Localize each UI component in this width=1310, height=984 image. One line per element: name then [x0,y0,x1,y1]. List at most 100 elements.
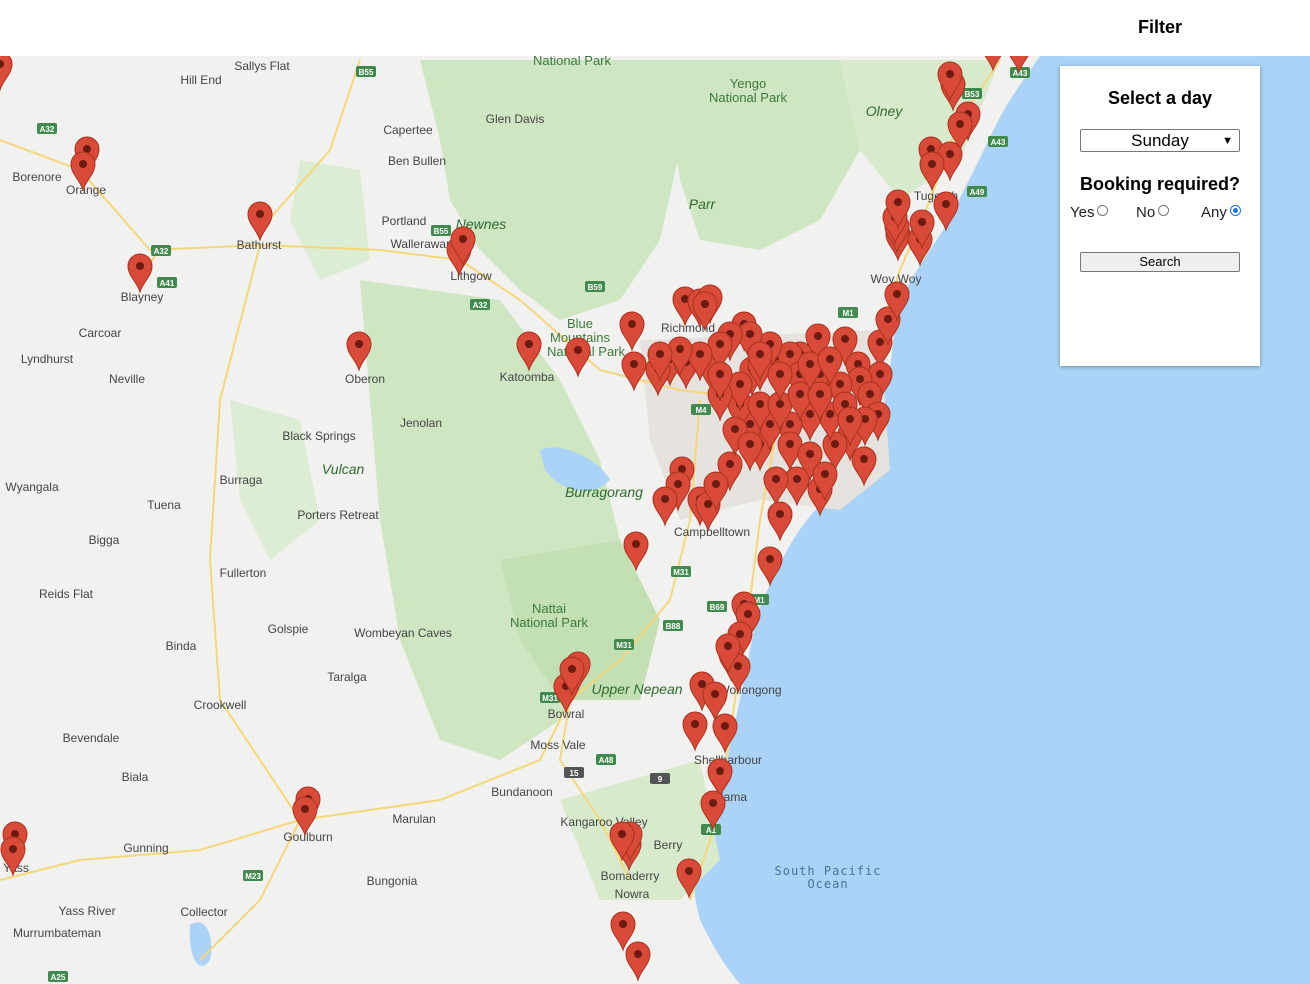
svg-text:A41: A41 [160,279,175,288]
place-label-richmond: Richmond [661,321,715,335]
place-label-borenore: Borenore [12,170,62,184]
map-marker[interactable] [619,311,645,352]
map-marker[interactable] [767,361,793,402]
map-marker[interactable] [884,281,910,322]
map-marker[interactable] [937,141,963,182]
map-marker[interactable] [516,331,542,372]
map-marker[interactable] [682,711,708,752]
radio-any[interactable] [1229,205,1241,216]
radio-yes[interactable] [1097,205,1109,216]
feature-label-vulcan: Vulcan [322,461,365,477]
svg-text:A1: A1 [706,826,717,835]
map-marker[interactable] [875,306,901,347]
map-marker[interactable] [707,758,733,799]
map-marker[interactable] [885,189,911,230]
map-marker[interactable] [797,351,823,392]
map-marker[interactable] [127,253,153,294]
map-marker[interactable] [565,337,591,378]
map-marker[interactable] [450,226,476,267]
map-marker[interactable] [727,371,753,412]
map-marker[interactable] [647,341,673,382]
svg-text:M31: M31 [673,568,689,577]
map-marker[interactable] [807,381,833,422]
map-marker[interactable] [0,836,26,877]
map-marker[interactable] [837,406,863,447]
option-yes[interactable]: Yes [1070,204,1109,221]
road-shield-a32: A32 [151,245,171,256]
map-marker[interactable] [687,341,713,382]
map-marker[interactable] [981,56,1005,72]
map-marker[interactable] [867,361,893,402]
place-label-moss-vale: Moss Vale [530,738,585,752]
search-button[interactable]: Search [1080,252,1240,272]
map-marker[interactable] [652,486,678,527]
map-marker[interactable] [703,471,729,512]
map-marker[interactable] [702,681,728,722]
map-marker[interactable] [947,111,973,152]
option-no[interactable]: No [1136,204,1170,221]
map-marker[interactable] [763,466,789,507]
map-marker[interactable] [909,209,935,250]
map-marker[interactable] [747,341,773,382]
map-marker[interactable] [621,351,647,392]
svg-text:A32: A32 [40,125,55,134]
map-marker[interactable] [609,821,635,862]
map-marker[interactable] [692,291,718,332]
map-marker[interactable] [933,191,959,232]
road-shield-m31: M31 [614,639,634,650]
map-marker[interactable] [735,601,761,642]
road-shield-a41: A41 [157,277,177,288]
svg-text:M23: M23 [245,872,261,881]
map-marker[interactable] [346,331,372,372]
map-marker[interactable] [747,391,773,432]
map-marker[interactable] [767,501,793,542]
map-marker[interactable] [292,796,318,837]
map-marker[interactable] [937,61,963,102]
place-label-biala: Biala [122,770,149,784]
road-shield-m1: M1 [838,307,858,318]
map-marker[interactable] [70,151,96,192]
map-marker[interactable] [700,790,726,831]
place-label-goulburn: Goulburn [283,830,332,844]
map-marker[interactable] [625,941,651,982]
map-marker[interactable] [784,466,810,507]
day-select[interactable]: Sunday ▼ [1080,129,1240,152]
place-label-orange: Orange [66,183,106,197]
place-label-nowra: Nowra [615,887,650,901]
map-marker[interactable] [851,446,877,487]
svg-text:M1: M1 [842,309,854,318]
map-marker[interactable] [0,56,13,92]
svg-text:A25: A25 [51,973,66,982]
place-label-golspie: Golspie [268,622,309,636]
map-marker[interactable] [715,633,741,674]
map-marker[interactable] [665,471,691,512]
option-any[interactable]: Any [1201,204,1241,221]
map-marker[interactable] [822,431,848,472]
place-label-binda: Binda [166,639,197,653]
map-marker[interactable] [919,151,945,192]
map-marker[interactable] [805,323,831,364]
map-marker[interactable] [610,911,636,952]
svg-text:M4: M4 [695,406,707,415]
map-marker[interactable] [1007,56,1031,74]
place-label-burraga: Burraga [220,473,263,487]
map-marker[interactable] [623,531,649,572]
radio-no[interactable] [1158,205,1170,216]
map-marker[interactable] [559,656,585,697]
place-label-campbelltown: Campbelltown [674,525,750,539]
park-label-1a: Yengo [730,76,766,91]
map-marker[interactable] [737,431,763,472]
map-marker[interactable] [712,713,738,754]
map-marker[interactable] [757,546,783,587]
svg-text:B55: B55 [359,68,374,77]
road-shield-b55: B55 [356,66,376,77]
map-marker[interactable] [787,381,813,422]
map-marker[interactable] [247,201,273,242]
ocean-label-1: South Pacific [775,864,882,878]
ocean-label-2: Ocean [807,877,848,891]
road-shield-b59: B59 [585,281,605,292]
map-marker[interactable] [817,346,843,387]
map-marker[interactable] [812,461,838,502]
map-marker[interactable] [676,858,702,899]
map-marker[interactable] [707,361,733,402]
